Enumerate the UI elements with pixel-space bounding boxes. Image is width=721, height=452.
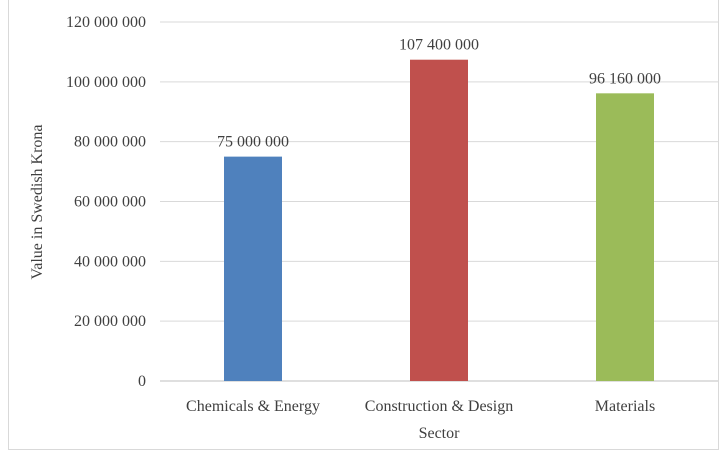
bar [224, 156, 282, 381]
y-tick-label: 20 000 000 [74, 313, 146, 330]
y-tick-label: 120 000 000 [66, 14, 146, 31]
y-axis-title: Value in Swedish Krona [29, 124, 46, 279]
value-labels: 75 000 000 107 400 000 96 160 000 [217, 37, 661, 151]
bar-value-label: 96 160 000 [589, 70, 661, 87]
bar-value-label: 75 000 000 [217, 134, 289, 151]
bar [596, 93, 654, 381]
x-axis-title: Sector [419, 425, 461, 442]
x-axis-tick-labels: Chemicals & Energy Construction & Design M… [186, 398, 655, 415]
x-tick-label: Materials [595, 398, 655, 415]
x-tick-label: Construction & Design [365, 398, 513, 415]
bar [410, 59, 468, 381]
y-tick-label: 60 000 000 [74, 194, 146, 211]
y-tick-label: 0 [138, 373, 146, 390]
bar-value-label: 107 400 000 [399, 37, 479, 54]
x-tick-label: Chemicals & Energy [186, 398, 320, 415]
bars [224, 59, 654, 381]
y-tick-label: 40 000 000 [74, 253, 146, 270]
y-tick-label: 80 000 000 [74, 134, 146, 151]
y-tick-label: 100 000 000 [66, 74, 146, 91]
y-axis-tick-labels: 0 20 000 000 40 000 000 60 000 000 80 000 00… [66, 14, 146, 390]
